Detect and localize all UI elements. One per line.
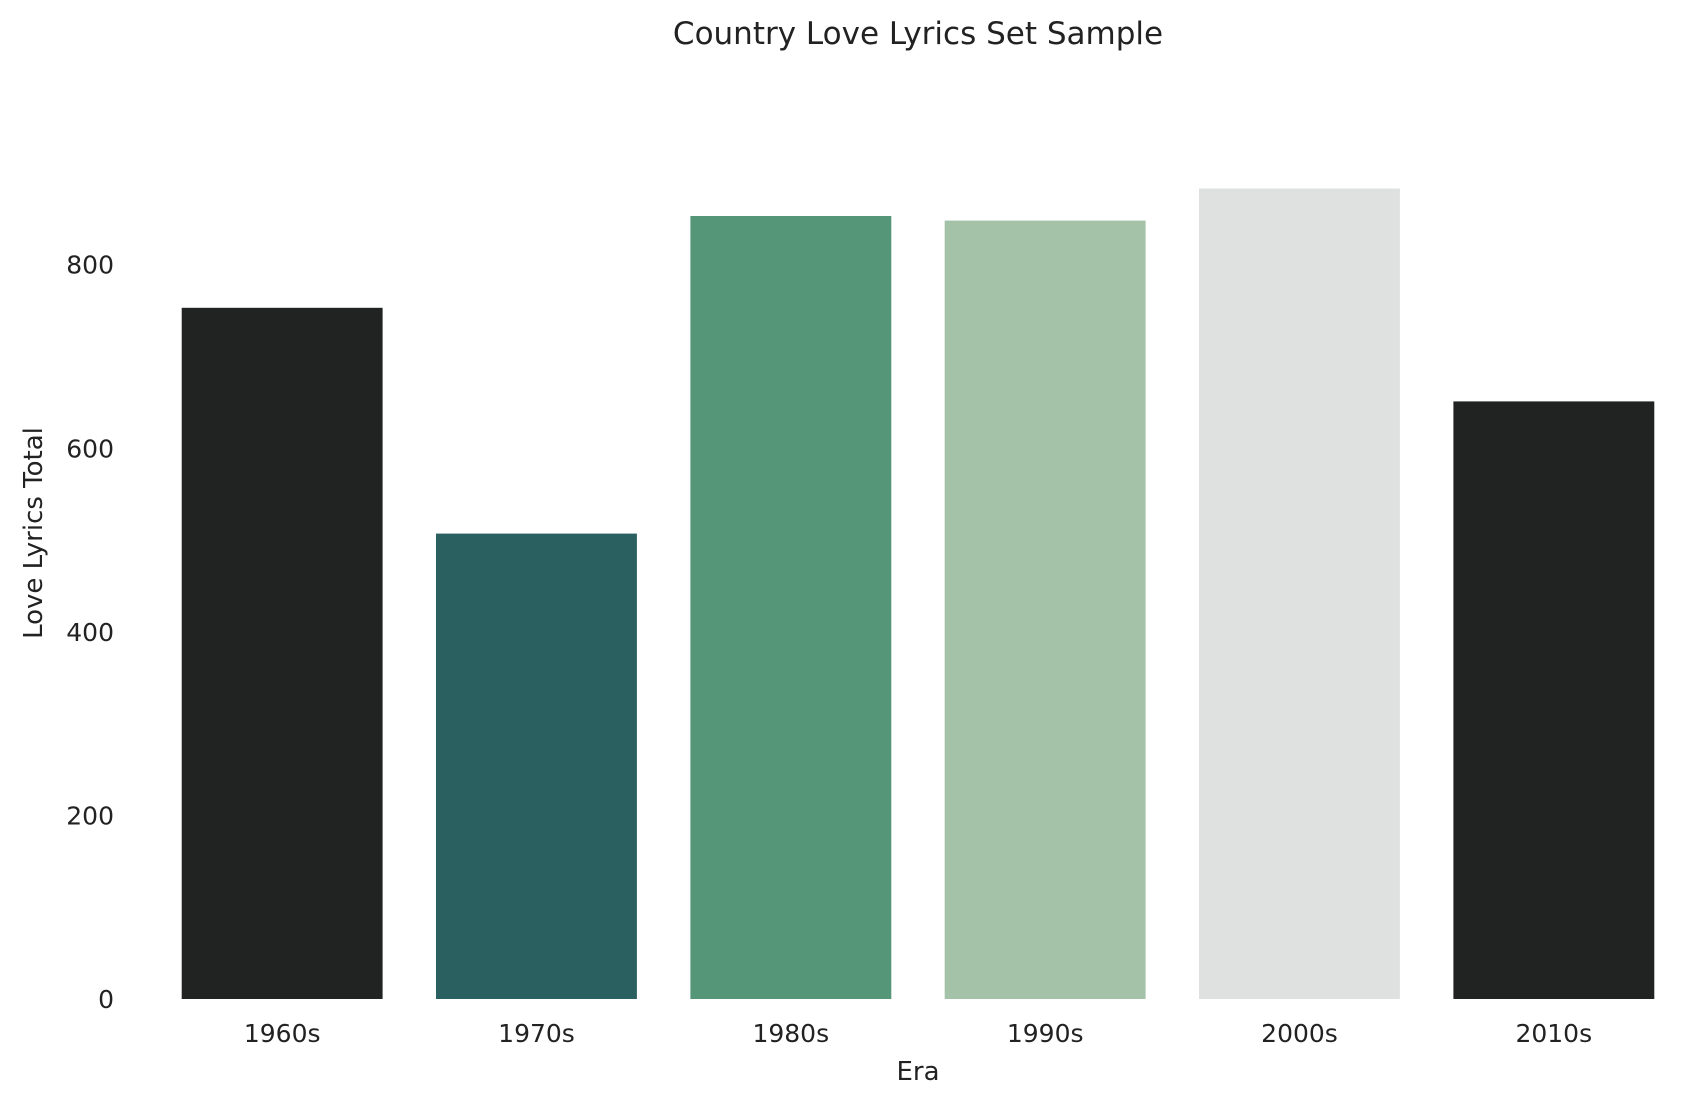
y-tick-label-800: 800 — [66, 251, 114, 280]
x-tick-label-1980s: 1980s — [752, 1019, 829, 1048]
bar-1960s — [181, 307, 383, 999]
x-tick-label-1960s: 1960s — [244, 1019, 321, 1048]
y-axis-label: Love Lyrics Total — [19, 427, 49, 639]
x-tick-label-2010s: 2010s — [1515, 1019, 1592, 1048]
y-tick-labels: 0 200 400 600 800 — [66, 251, 114, 1014]
x-tick-label-1990s: 1990s — [1007, 1019, 1084, 1048]
x-tick-labels: 1960s 1970s 1980s 1990s 2000s 2010s — [244, 1019, 1592, 1048]
chart-title: Country Love Lyrics Set Sample — [673, 16, 1163, 52]
bar-2010s — [1453, 401, 1655, 999]
bar-1980s — [690, 216, 892, 999]
bar-1990s — [944, 220, 1146, 1000]
y-tick-label-600: 600 — [66, 434, 114, 463]
bars-group — [181, 188, 1655, 1000]
bar-1970s — [436, 533, 637, 999]
y-tick-label-0: 0 — [98, 985, 114, 1014]
x-tick-label-1970s: 1970s — [498, 1019, 575, 1048]
y-tick-label-400: 400 — [66, 618, 114, 647]
x-axis-label: Era — [896, 1057, 939, 1087]
x-tick-label-2000s: 2000s — [1261, 1019, 1338, 1048]
bar-2000s — [1199, 188, 1400, 999]
y-tick-label-200: 200 — [66, 801, 114, 830]
